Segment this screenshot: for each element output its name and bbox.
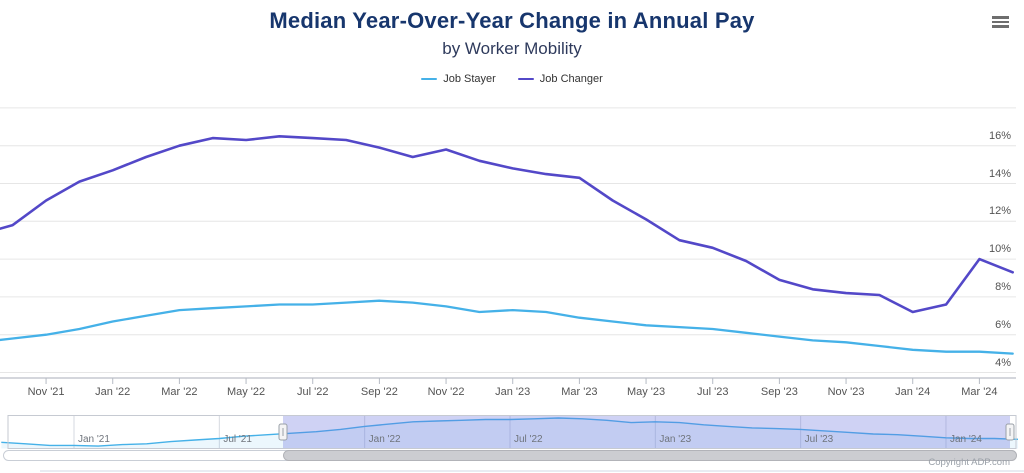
job-changer-line[interactable] (0, 135, 1015, 314)
bottom-divider (40, 469, 1024, 472)
navigator-axis-label: Jan '22 (368, 434, 401, 445)
x-axis-label: Mar '24 (961, 386, 998, 398)
scrollbar-thumb[interactable] (283, 450, 1017, 461)
legend-item-job-stayer[interactable]: Job Stayer (421, 73, 496, 85)
job-stayer-line-swatch (421, 77, 438, 81)
x-axis-label: Jan '22 (95, 386, 131, 398)
navigator-axis-label: Jan '23 (659, 434, 692, 445)
legend-item-job-changer[interactable]: Job Changer (517, 73, 603, 85)
job-stayer-line[interactable] (0, 299, 1014, 355)
hamburger-icon (991, 20, 1009, 24)
navigator-selected-range[interactable] (283, 415, 1010, 449)
x-axis-label: Mar '22 (161, 386, 198, 398)
x-axis-label: Jul '22 (296, 386, 329, 398)
chart-title: Median Year-Over-Year Change in Annual P… (269, 8, 755, 33)
navigator-series-line (1, 417, 1019, 447)
x-axis-label: Jan '23 (495, 386, 531, 398)
chart-subtitle: by Worker Mobility (442, 39, 582, 58)
x-axis-label: Nov '23 (827, 386, 865, 398)
hamburger-icon (991, 25, 1009, 28)
x-axis-label: Mar '23 (561, 386, 598, 398)
copyright-credit: Copyright ADP.com (928, 457, 1010, 468)
x-axis-labels: Nov '21 Jan '22 Mar '22 May '22 Jul '22 Sep '… (0, 386, 1024, 400)
x-axis-label: Jan '24 (895, 386, 931, 398)
x-axis-label: Sep '22 (360, 386, 398, 398)
legend: Job Stayer Job Changer (0, 73, 1024, 85)
hamburger-icon (991, 16, 1009, 19)
navigator-outline (7, 415, 1017, 449)
legend-label: Job Changer (539, 73, 603, 85)
legend-label: Job Stayer (443, 73, 496, 85)
navigator-axis-label: Jul '23 (804, 434, 834, 445)
x-axis-label: Sep '23 (760, 386, 798, 398)
x-axis-label: Nov '21 (27, 386, 65, 398)
navigator-axis-label: Jan '21 (78, 434, 110, 445)
x-axis-label: May '22 (226, 386, 266, 398)
navigator-axis-label: Jul '21 (223, 434, 252, 445)
x-axis-label: Jul '23 (696, 386, 729, 398)
x-axis-label: May '23 (626, 386, 666, 398)
navigator-axis-label: Jan '24 (949, 434, 982, 445)
x-axis-label: Nov '22 (427, 386, 465, 398)
navigator-axis-label: Jul '22 (513, 434, 543, 445)
chart-context-menu-button[interactable] (987, 10, 1013, 34)
navigator-area (1, 418, 1019, 449)
job-changer-line-swatch (517, 77, 534, 81)
